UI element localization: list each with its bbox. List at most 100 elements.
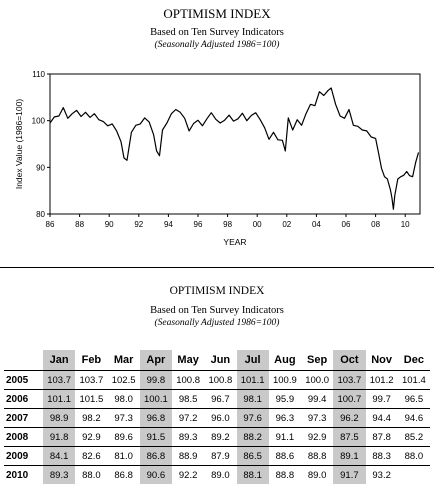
table-cell: 88.8: [268, 465, 301, 484]
table-cell: 86.8: [139, 446, 172, 466]
y-tick-label: 100: [32, 117, 46, 126]
table-cell: 98.1: [236, 389, 269, 409]
row-year-label: 2005: [4, 370, 43, 390]
month-header: Dec: [403, 354, 424, 366]
table-cell: 99.7: [365, 389, 398, 409]
x-tick-label: 08: [371, 220, 380, 229]
table-cell: 88.9: [172, 446, 205, 466]
section-divider: [0, 267, 434, 268]
table-cell: 82.6: [75, 446, 108, 466]
table-cell: 87.8: [365, 427, 398, 447]
table-cell: 88.2: [236, 427, 269, 447]
table-cell: 90.6: [139, 465, 172, 484]
table-cell: 97.6: [236, 408, 269, 428]
table-row: 2007 98.9 98.2 97.3 96.8 97.2 96.0 97.6 96.3 97.3…: [4, 408, 430, 428]
table-cell: 101.5: [75, 389, 108, 409]
table-cell: 84.1: [43, 446, 76, 466]
row-year-label: 2010: [4, 465, 43, 484]
month-header: Jul: [236, 350, 269, 371]
month-header: Sep: [307, 354, 328, 366]
table-cell: 91.7: [333, 465, 366, 484]
y-tick-label: 110: [32, 70, 45, 79]
x-tick-label: 92: [134, 220, 143, 229]
index-line-series: [49, 87, 420, 210]
table-cell: 100.8: [172, 370, 205, 390]
month-header: Oct: [333, 350, 366, 371]
table-cell: 88.0: [397, 446, 430, 466]
table-cell: 89.3: [172, 427, 205, 447]
table-cell: 91.5: [139, 427, 172, 447]
header-year-corner: [4, 350, 43, 371]
table-cell: 100.7: [333, 389, 366, 409]
table-cell: 99.4: [301, 389, 334, 409]
table-title: OPTIMISM INDEX: [169, 285, 265, 297]
table-cell: 97.2: [172, 408, 205, 428]
chart-note: (Seasonally Adjusted 1986=100): [154, 40, 280, 50]
month-header: Feb: [81, 354, 102, 366]
month-header: Jun: [210, 354, 231, 366]
table-subtitle: Based on Ten Survey Indicators: [150, 305, 284, 316]
table-cell: 88.8: [301, 446, 334, 466]
table-note: (Seasonally Adjusted 1986=100): [154, 318, 280, 328]
table-cell: 100.1: [139, 389, 172, 409]
y-tick-label: 90: [36, 163, 45, 172]
x-tick-label: 02: [282, 220, 291, 229]
table-cell: 103.7: [43, 370, 76, 390]
table-cell: 101.4: [397, 370, 430, 390]
table-cell: 98.2: [75, 408, 108, 428]
table-cell: 100.8: [204, 370, 237, 390]
table-cell: 96.7: [204, 389, 237, 409]
table-row: 2010 89.3 88.0 86.8 90.6 92.2 89.0 88.1 88.8 89.0…: [4, 465, 430, 484]
x-tick-label: 06: [342, 220, 351, 229]
chart-title: OPTIMISM INDEX: [163, 6, 271, 21]
table-cell: 94.4: [365, 408, 398, 428]
table-cell: 89.2: [204, 427, 237, 447]
table-cell: 97.3: [107, 408, 140, 428]
x-tick-label: 04: [312, 220, 321, 229]
table-cell: 100.0: [301, 370, 334, 390]
table-cell: 88.3: [365, 446, 398, 466]
month-header: Nov: [371, 354, 393, 366]
row-year-label: 2007: [4, 408, 43, 428]
table-cell: 86.8: [107, 465, 140, 484]
x-tick-label: 00: [253, 220, 262, 229]
table-cell: 101.2: [365, 370, 398, 390]
table-cell: 95.9: [268, 389, 301, 409]
row-year-label: 2009: [4, 446, 43, 466]
table-cell: 103.7: [75, 370, 108, 390]
table-body: 2005 103.7 103.7 102.5 99.8 100.8 100.8 101.1 10…: [4, 370, 430, 484]
table-cell: 101.1: [236, 370, 269, 390]
table-cell: 96.0: [204, 408, 237, 428]
month-header: Apr: [139, 350, 172, 371]
chart-subtitle: Based on Ten Survey Indicators: [150, 27, 284, 38]
month-header: Mar: [113, 354, 134, 366]
table-cell: 86.5: [236, 446, 269, 466]
month-header: Jan: [43, 350, 76, 371]
table-cell: 87.9: [204, 446, 237, 466]
table-cell: 89.6: [107, 427, 140, 447]
x-tick-label: 86: [46, 220, 55, 229]
table-cell: 85.2: [397, 427, 430, 447]
table-row: 2006 101.1 101.5 98.0 100.1 98.5 96.7 98.1 95.9 9…: [4, 389, 430, 409]
table-cell: 91.8: [43, 427, 76, 447]
table-cell: 94.6: [397, 408, 430, 428]
table-cell: 99.8: [139, 370, 172, 390]
monthly-index-table: Jan Feb Mar Apr May Jun Jul Aug Sep Oct Nov Dec 200…: [4, 350, 430, 484]
table-cell: 92.9: [301, 427, 334, 447]
table-cell: 87.5: [333, 427, 366, 447]
optimism-line-chart: 80 90 100 110 86 88 90 92 94 96 98 00 02 04 06 08 10 YEAR…: [14, 70, 421, 247]
table-cell: 98.9: [43, 408, 76, 428]
table-cell: 101.1: [43, 389, 76, 409]
table-cell: 98.0: [107, 389, 140, 409]
table-cell: 93.2: [365, 465, 398, 484]
table-cell: 92.9: [75, 427, 108, 447]
table-cell: 89.3: [43, 465, 76, 484]
table-cell: 103.7: [333, 370, 366, 390]
table-row: 2005 103.7 103.7 102.5 99.8 100.8 100.8 101.1 10…: [4, 370, 430, 390]
table-cell: 91.1: [268, 427, 301, 447]
x-tick-label: 96: [194, 220, 203, 229]
table-row: 2009 84.1 82.6 81.0 86.8 88.9 87.9 86.5 88.6 88.8…: [4, 446, 430, 466]
table-cell: 88.6: [268, 446, 301, 466]
table-cell: 88.1: [236, 465, 269, 484]
table-cell: 81.0: [107, 446, 140, 466]
